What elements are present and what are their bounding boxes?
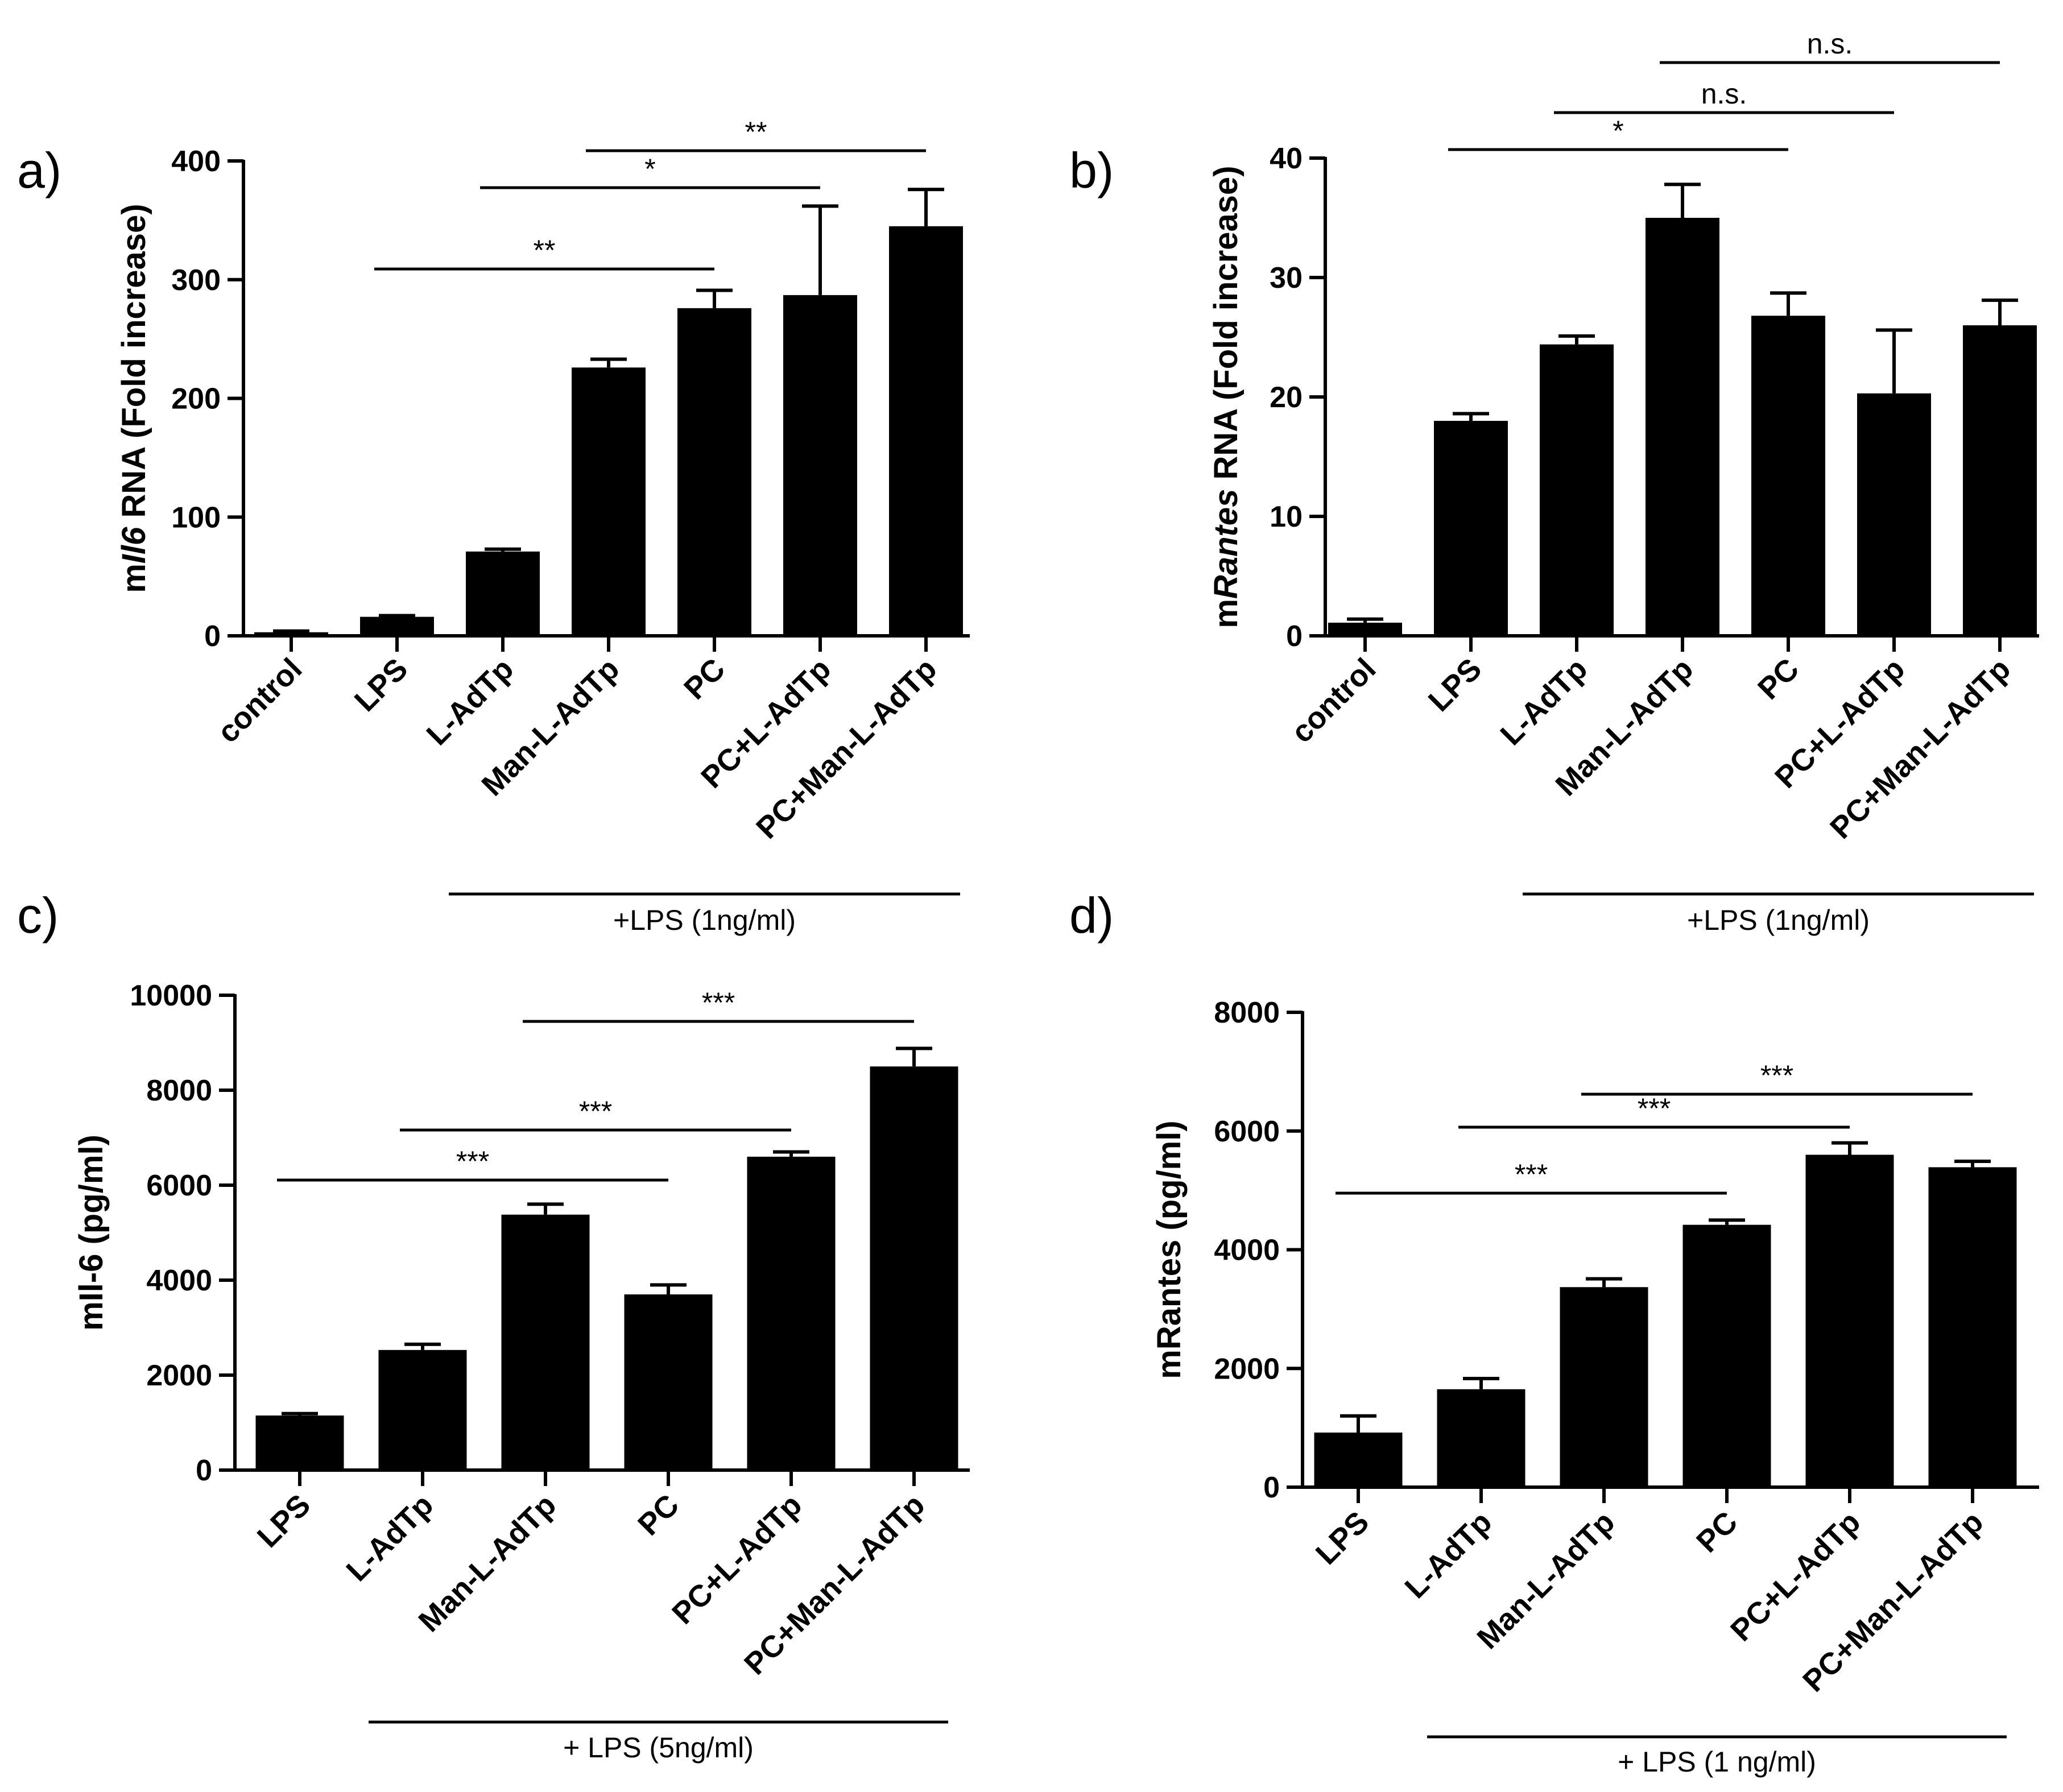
bar xyxy=(255,1415,344,1470)
significance-label: *** xyxy=(1638,1092,1671,1124)
panel-4: d) 0 2000 4000 6000 8000 mRantes (pg/ml) LPS L-A… xyxy=(1069,887,2039,1778)
bar xyxy=(1963,325,2037,636)
bar xyxy=(1857,393,1931,636)
bar xyxy=(1314,1432,1403,1487)
category-label: LPS xyxy=(1422,652,1489,718)
bar xyxy=(1434,421,1508,636)
category-label: L-AdTp xyxy=(1494,652,1594,752)
y-tick-label: 200 xyxy=(171,383,221,416)
bar xyxy=(747,1156,836,1470)
bar xyxy=(1751,316,1825,636)
category-label: LPS xyxy=(348,652,415,718)
significance-label: *** xyxy=(456,1145,489,1177)
bar xyxy=(572,367,646,636)
panel-3: c) 0 2000 4000 6000 8000 10000 mIl-6 (pg/ml) LPS… xyxy=(17,887,970,1764)
bar xyxy=(254,632,328,636)
bar xyxy=(1805,1154,1894,1487)
significance-label: *** xyxy=(702,987,735,1019)
panel-label: a) xyxy=(17,142,61,198)
category-label: L-AdTp xyxy=(1398,1505,1498,1605)
bar xyxy=(466,551,540,636)
category-label: L-AdTp xyxy=(340,1488,440,1588)
significance-label: ** xyxy=(534,234,556,266)
panel-label: d) xyxy=(1069,887,1114,943)
significance-label: n.s. xyxy=(1701,78,1747,110)
bar xyxy=(1328,622,1402,636)
category-label: PC xyxy=(1751,652,1805,706)
bar xyxy=(783,295,857,636)
panel-label: b) xyxy=(1069,142,1114,198)
y-tick-label: 30 xyxy=(1270,262,1303,295)
category-label: control xyxy=(1285,652,1383,750)
y-tick-label: 40 xyxy=(1270,142,1303,175)
group-label: + LPS (5ng/ml) xyxy=(563,1732,754,1764)
significance-label: *** xyxy=(579,1095,612,1127)
y-tick-label: 8000 xyxy=(146,1074,212,1107)
y-tick-label: 0 xyxy=(196,1454,212,1487)
bar xyxy=(378,1350,467,1470)
bar xyxy=(870,1066,958,1470)
y-tick-label: 20 xyxy=(1270,381,1303,414)
y-tick-label: 4000 xyxy=(146,1264,212,1297)
y-tick-label: 6000 xyxy=(1214,1115,1280,1148)
category-label: control xyxy=(211,652,309,750)
category-label: PC xyxy=(1690,1505,1744,1559)
y-tick-label: 0 xyxy=(1286,620,1303,653)
category-label: LPS xyxy=(251,1488,317,1554)
y-tick-label: 10000 xyxy=(130,979,212,1012)
y-tick-label: 300 xyxy=(171,264,221,297)
y-axis-title: mIl-6 (pg/ml) xyxy=(73,1135,110,1331)
y-axis-title: mIl6 RNA (Fold increase) xyxy=(115,204,152,593)
y-tick-label: 10 xyxy=(1270,500,1303,533)
bar xyxy=(1646,218,1719,636)
bar xyxy=(1540,344,1614,636)
bar xyxy=(1682,1224,1771,1487)
group-label: +LPS (1ng/ml) xyxy=(613,904,796,936)
y-tick-label: 6000 xyxy=(146,1169,212,1202)
significance-label: * xyxy=(644,153,655,185)
bar xyxy=(624,1294,713,1470)
bar xyxy=(889,226,963,636)
bar xyxy=(1928,1167,2017,1487)
bar xyxy=(1560,1287,1648,1487)
significance-label: * xyxy=(1613,115,1623,147)
category-label: L-AdTp xyxy=(420,652,520,752)
category-label: PC xyxy=(631,1488,685,1542)
bar xyxy=(501,1214,590,1470)
y-tick-label: 2000 xyxy=(146,1359,212,1392)
bar xyxy=(1437,1389,1525,1487)
bar xyxy=(360,616,434,636)
panel-2: b) 0 10 20 30 40 mRantes RNA (Fold increase) co… xyxy=(1069,28,2039,936)
y-tick-label: 100 xyxy=(171,501,221,534)
y-axis-title: mRantes (pg/ml) xyxy=(1151,1120,1188,1379)
y-axis-title: mRantes RNA (Fold increase) xyxy=(1208,165,1245,628)
group-label: + LPS (1 ng/ml) xyxy=(1618,1746,1816,1778)
y-tick-label: 400 xyxy=(171,145,221,178)
y-tick-label: 4000 xyxy=(1214,1234,1280,1267)
significance-label: *** xyxy=(1760,1060,1793,1091)
y-tick-label: 0 xyxy=(204,620,221,653)
category-label: PC+Man-L-AdTp xyxy=(1824,652,2017,845)
y-tick-label: 8000 xyxy=(1214,996,1280,1029)
significance-label: n.s. xyxy=(1807,28,1853,60)
panel-1: a) 0 100 200 300 400 mIl6 RNA (Fold increase) c… xyxy=(17,116,970,936)
significance-label: *** xyxy=(1515,1158,1548,1190)
category-label: PC xyxy=(677,652,731,706)
category-label: PC+Man-L-AdTp xyxy=(750,652,943,845)
group-label: +LPS (1ng/ml) xyxy=(1687,904,1870,936)
category-label: LPS xyxy=(1309,1505,1376,1571)
y-tick-label: 2000 xyxy=(1214,1352,1280,1385)
y-tick-label: 0 xyxy=(1263,1471,1280,1504)
significance-label: ** xyxy=(745,116,767,148)
panel-label: c) xyxy=(17,887,59,943)
bar xyxy=(677,308,751,636)
